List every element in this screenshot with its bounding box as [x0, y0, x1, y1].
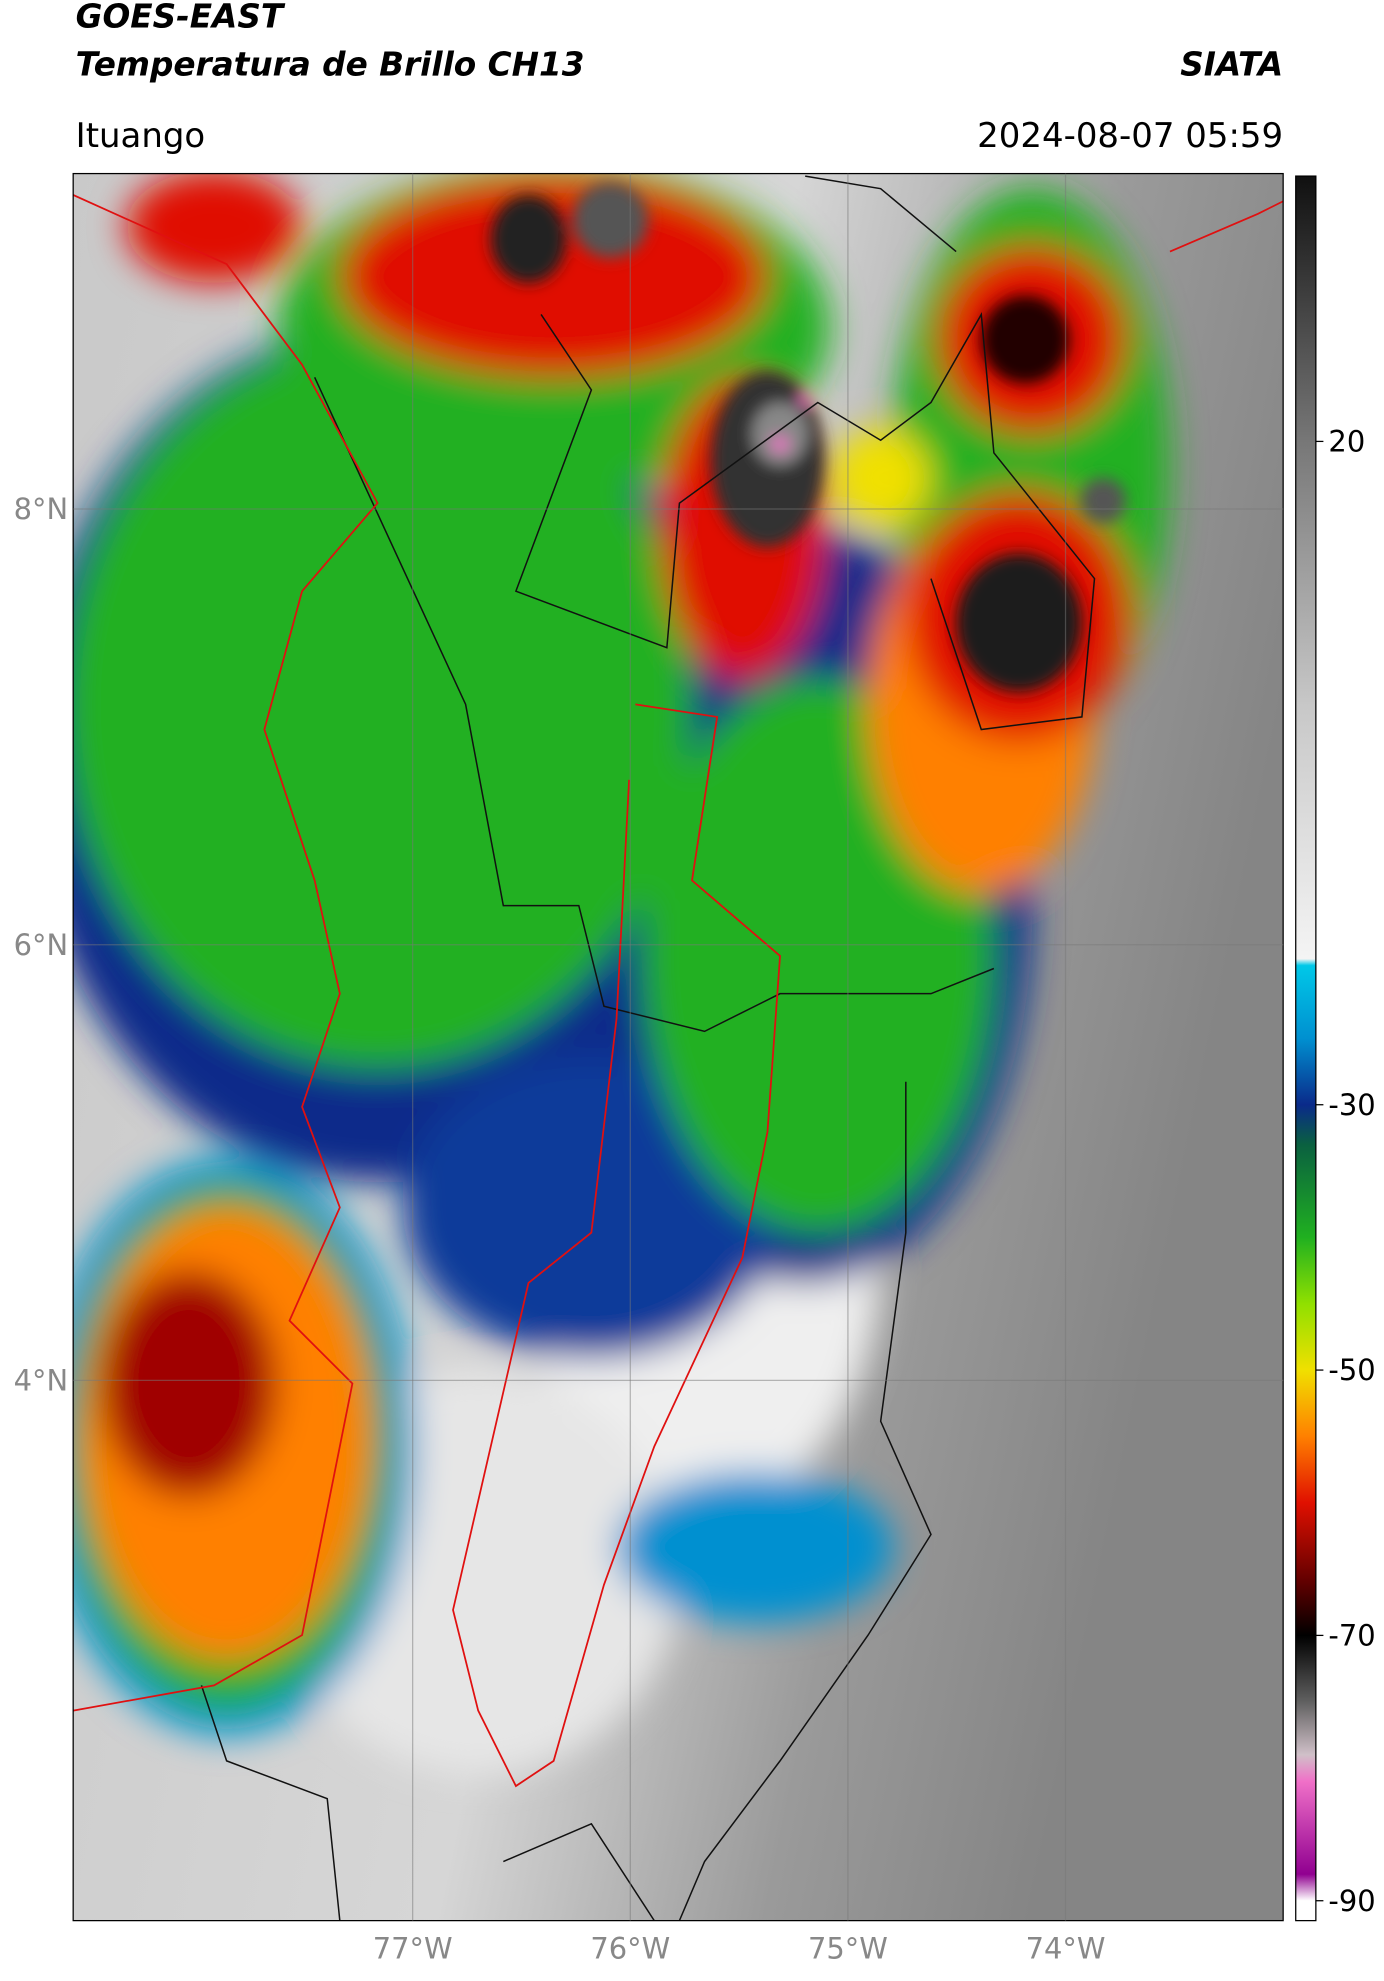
map-frame [72, 172, 1284, 1922]
colorbar-tick-label: -90 [1328, 1884, 1375, 1918]
lon-tick-label: 77°W [373, 1931, 453, 1965]
colorbar-tick-label: -30 [1328, 1088, 1375, 1122]
lon-tick-label: 75°W [808, 1931, 888, 1965]
lon-tick-label: 76°W [590, 1931, 670, 1965]
title: GOES-EAST [76, 0, 286, 36]
colorbar-tick-label: 20 [1328, 424, 1365, 458]
lat-tick-label: 8°N [14, 492, 68, 526]
timestamp: 2024-08-07 05:59 [977, 116, 1283, 156]
lon-tick-label: 74°W [1026, 1931, 1106, 1965]
colorbar-tick-label: -50 [1328, 1353, 1375, 1387]
colorbar-tick-label: -70 [1328, 1618, 1375, 1652]
subtitle: Temperatura de Brillo CH13 [76, 45, 585, 83]
satellite-image [73, 173, 1284, 1921]
location: Ituango [76, 116, 206, 156]
colorbar [1295, 176, 1316, 1921]
source: SIATA [1180, 45, 1283, 83]
colorbar-frame [1295, 175, 1317, 1922]
lat-tick-label: 6°N [14, 928, 68, 962]
grid [73, 173, 1284, 1921]
lat-tick-label: 4°N [14, 1363, 68, 1397]
